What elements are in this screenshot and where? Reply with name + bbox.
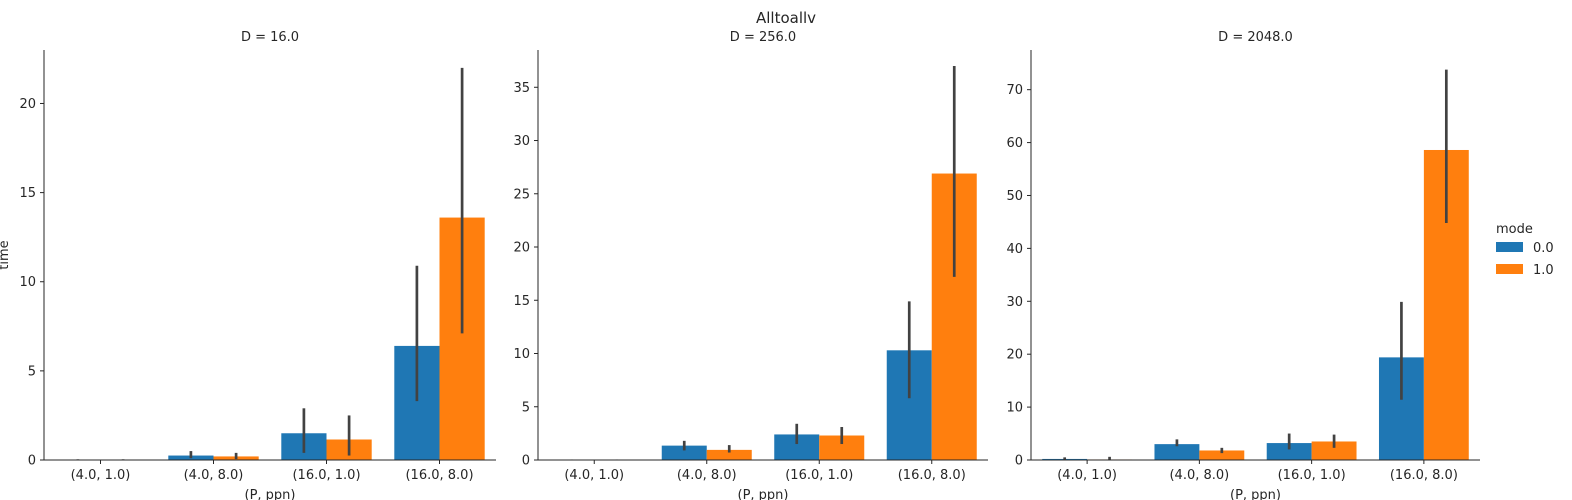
legend-swatch-1 xyxy=(1496,264,1523,274)
facets: D = 16.0 0 5 10 15 20 (4.0, 1.0) (4.0, 8.0) (16.… xyxy=(0,30,1480,500)
y-tick-label-1-6: 30 xyxy=(513,134,530,149)
y-tick-label-1-1: 5 xyxy=(522,400,530,415)
facet-1: D = 256.0 0 5 10 15 20 25 30 35 (4.0, 1.0) (4.0, 8… xyxy=(513,30,988,500)
x-tick-label-1-1: (4.0, 8.0) xyxy=(677,468,737,483)
y-tick-label-0-4: 20 xyxy=(19,97,36,112)
y-tick-label-2-5: 50 xyxy=(1006,189,1023,204)
y-axis-label-0: time xyxy=(0,240,12,269)
bar-1-1-1 xyxy=(706,449,752,460)
legend: mode 0.0 1.0 xyxy=(1496,222,1554,278)
facet-2: D = 2048.0 0 10 20 30 40 50 60 70 (4.0, 1.0) (4.0,… xyxy=(1006,30,1480,500)
x-tick-label-2-0: (4.0, 1.0) xyxy=(1057,468,1117,483)
figure-title: Alltoallv xyxy=(756,9,816,27)
facet-title-0: D = 16.0 xyxy=(241,30,299,45)
x-axis-label-0: (P, ppn) xyxy=(245,488,296,500)
y-tick-label-1-4: 20 xyxy=(513,241,530,256)
legend-label-0: 0.0 xyxy=(1533,241,1554,256)
y-tick-label-1-5: 25 xyxy=(513,187,530,202)
legend-title: mode xyxy=(1496,222,1533,237)
y-tick-label-0-0: 0 xyxy=(28,454,36,469)
y-tick-label-1-3: 15 xyxy=(513,294,530,309)
y-tick-label-1-7: 35 xyxy=(513,81,530,96)
x-axis-label-2: (P, ppn) xyxy=(1230,488,1281,500)
y-tick-label-1-2: 10 xyxy=(513,347,530,362)
legend-swatch-0 xyxy=(1496,242,1523,252)
y-tick-label-2-3: 30 xyxy=(1006,295,1023,310)
y-tick-label-2-2: 20 xyxy=(1006,348,1023,363)
y-tick-label-0-3: 15 xyxy=(19,186,36,201)
x-tick-label-0-1: (4.0, 8.0) xyxy=(184,468,244,483)
facet-title-2: D = 2048.0 xyxy=(1218,30,1293,45)
facet-0: D = 16.0 0 5 10 15 20 (4.0, 1.0) (4.0, 8.0) (16.… xyxy=(0,30,496,500)
x-tick-label-2-2: (16.0, 1.0) xyxy=(1278,468,1346,483)
x-tick-label-2-3: (16.0, 8.0) xyxy=(1390,468,1458,483)
y-tick-label-1-0: 0 xyxy=(522,454,530,469)
x-tick-label-1-2: (16.0, 1.0) xyxy=(785,468,853,483)
x-tick-label-2-1: (4.0, 8.0) xyxy=(1169,468,1229,483)
x-tick-label-0-0: (4.0, 1.0) xyxy=(71,468,131,483)
y-tick-label-0-1: 5 xyxy=(28,364,36,379)
y-tick-label-2-6: 60 xyxy=(1006,136,1023,151)
x-tick-label-1-3: (16.0, 8.0) xyxy=(898,468,966,483)
facet-title-1: D = 256.0 xyxy=(730,30,796,45)
y-tick-label-2-4: 40 xyxy=(1006,242,1023,257)
x-tick-label-1-0: (4.0, 1.0) xyxy=(564,468,624,483)
x-tick-label-0-2: (16.0, 1.0) xyxy=(292,468,360,483)
x-axis-label-1: (P, ppn) xyxy=(738,488,789,500)
legend-label-1: 1.0 xyxy=(1533,263,1554,278)
x-tick-label-0-3: (16.0, 8.0) xyxy=(405,468,473,483)
y-tick-label-2-0: 0 xyxy=(1015,454,1023,469)
bar-2-0-1 xyxy=(1154,444,1200,460)
bar-2-1-2 xyxy=(1311,441,1357,460)
bar-1-0-1 xyxy=(661,445,707,460)
y-tick-label-2-1: 10 xyxy=(1006,401,1023,416)
y-tick-label-2-7: 70 xyxy=(1006,83,1023,98)
bar-2-0-2 xyxy=(1266,443,1312,460)
bar-2-1-1 xyxy=(1199,450,1245,460)
y-tick-label-0-2: 10 xyxy=(19,275,36,290)
